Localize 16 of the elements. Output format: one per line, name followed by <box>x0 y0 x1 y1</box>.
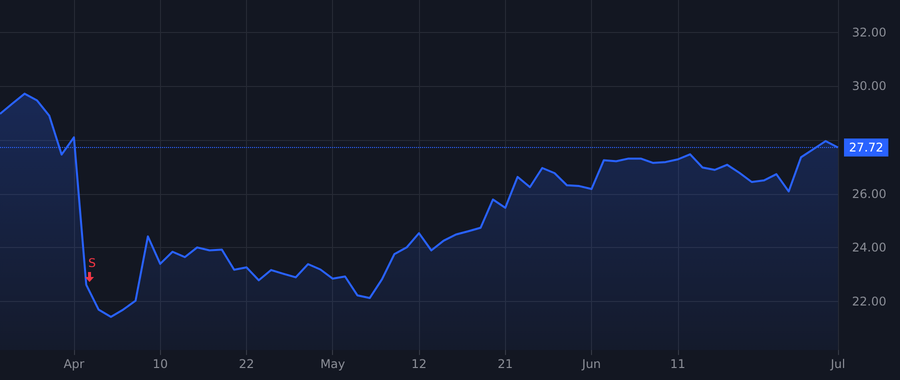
y-tick-label: 26.00 <box>852 186 886 201</box>
y-tick-label: 32.00 <box>852 25 886 40</box>
annotation: S <box>87 256 97 270</box>
y-tick-label: 30.00 <box>852 79 886 94</box>
x-tick-label: Apr <box>64 357 84 371</box>
x-tick-label: 11 <box>670 357 686 371</box>
x-tick-label: 21 <box>498 357 513 371</box>
ref-line-label: 27.72 <box>849 140 884 155</box>
y-tick-label: 22.00 <box>852 294 886 309</box>
x-tick-label: 22 <box>238 357 254 371</box>
x-tick-label: 12 <box>411 357 427 371</box>
y-tick-label: 24.00 <box>852 240 886 255</box>
x-tick-label: May <box>320 357 346 371</box>
x-tick-label: Jun <box>581 357 601 371</box>
x-tick-label: 10 <box>152 357 168 371</box>
x-tick-label: Jul <box>830 357 846 371</box>
